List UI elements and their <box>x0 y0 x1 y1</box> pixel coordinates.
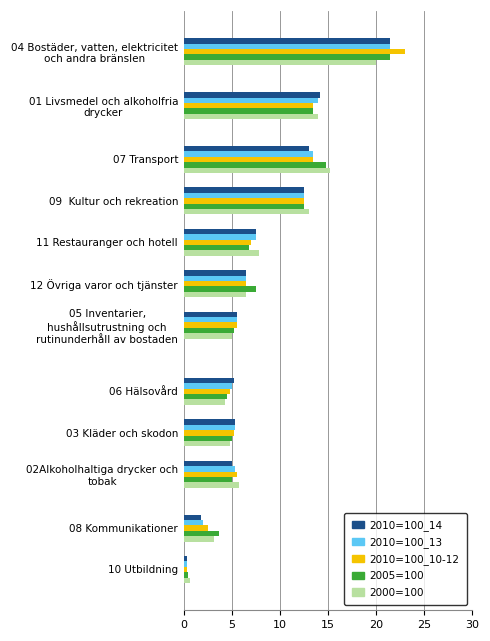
Bar <box>184 383 232 388</box>
Bar <box>184 204 304 209</box>
Bar <box>184 287 256 292</box>
Bar <box>184 556 187 562</box>
Bar <box>184 162 326 167</box>
Bar <box>184 461 232 466</box>
Bar <box>184 229 256 234</box>
Bar <box>184 472 237 477</box>
Bar <box>184 578 191 583</box>
Bar <box>184 113 318 119</box>
Bar <box>184 394 227 399</box>
Bar <box>184 38 390 44</box>
Bar <box>184 388 230 394</box>
Bar <box>184 536 215 542</box>
Bar <box>184 292 246 297</box>
Bar <box>184 425 235 430</box>
Bar <box>184 466 235 472</box>
Bar <box>184 520 203 526</box>
Bar <box>184 44 390 49</box>
Bar <box>184 151 314 157</box>
Bar <box>184 60 376 65</box>
Bar <box>184 167 330 173</box>
Bar <box>184 567 187 572</box>
Bar <box>184 92 320 97</box>
Bar <box>184 271 246 276</box>
Bar <box>184 251 259 256</box>
Bar <box>184 281 246 287</box>
Bar <box>184 399 225 405</box>
Bar <box>184 435 232 441</box>
Bar <box>184 317 237 322</box>
Bar <box>184 245 249 251</box>
Bar <box>184 515 201 520</box>
Bar <box>184 572 189 578</box>
Bar <box>184 193 304 198</box>
Bar <box>184 333 232 338</box>
Bar <box>184 419 235 425</box>
Bar <box>184 157 314 162</box>
Bar <box>184 441 230 446</box>
Bar <box>184 108 314 113</box>
Bar <box>184 209 309 214</box>
Bar <box>184 198 304 204</box>
Bar <box>184 97 318 103</box>
Bar <box>184 234 256 240</box>
Bar <box>184 477 232 482</box>
Bar <box>184 146 309 151</box>
Bar <box>184 187 304 193</box>
Bar <box>184 430 234 435</box>
Bar <box>184 103 314 108</box>
Bar <box>184 378 234 383</box>
Bar <box>184 322 237 328</box>
Bar <box>184 54 390 60</box>
Bar <box>184 482 240 488</box>
Bar <box>184 312 237 317</box>
Legend: 2010=100_14, 2010=100_13, 2010=100_10-12, 2005=100, 2000=100: 2010=100_14, 2010=100_13, 2010=100_10-12… <box>344 513 466 605</box>
Bar <box>184 276 246 281</box>
Bar <box>184 526 208 531</box>
Bar <box>184 562 187 567</box>
Bar <box>184 240 251 245</box>
Bar <box>184 531 219 536</box>
Bar <box>184 328 234 333</box>
Bar <box>184 49 405 54</box>
